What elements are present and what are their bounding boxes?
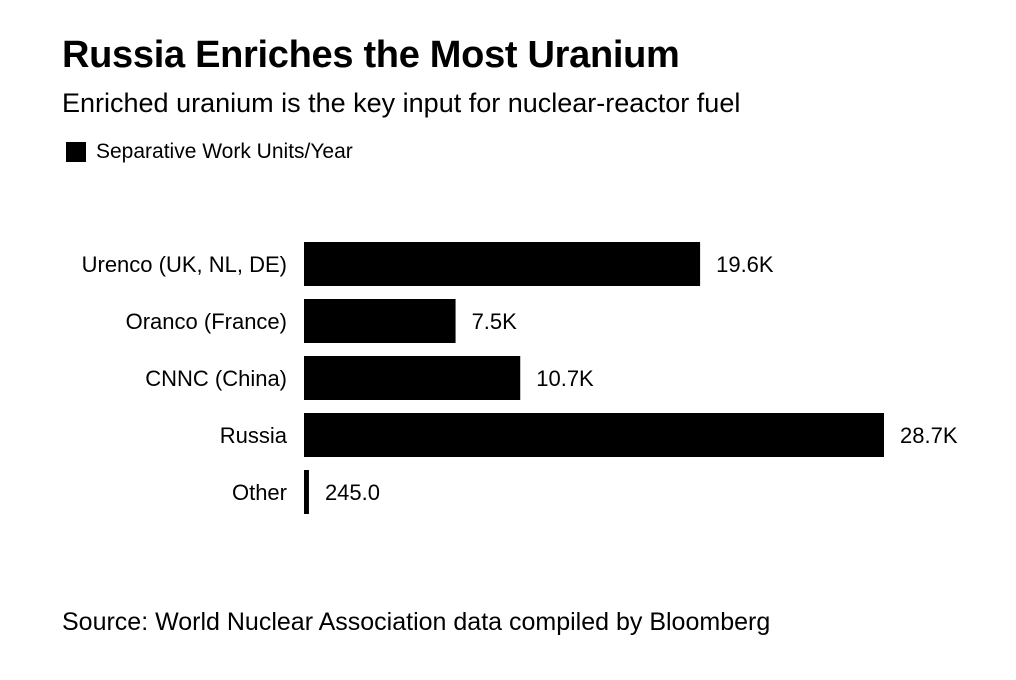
category-label: CNNC (China) (145, 366, 287, 391)
legend-swatch (66, 142, 86, 162)
category-label: Russia (220, 423, 288, 448)
value-label: 245.0 (325, 480, 380, 505)
value-label: 19.6K (716, 252, 774, 277)
category-label: Other (232, 480, 287, 505)
bar (304, 356, 521, 400)
bar (304, 242, 701, 286)
value-label: 28.7K (900, 423, 958, 448)
category-label: Urenco (UK, NL, DE) (82, 252, 287, 277)
bar (304, 413, 884, 457)
bar (304, 470, 309, 514)
legend-label: Separative Work Units/Year (96, 140, 353, 163)
value-label: 7.5K (472, 309, 518, 334)
source-note: Source: World Nuclear Association data c… (62, 608, 771, 636)
value-label: 10.7K (536, 366, 594, 391)
category-label: Oranco (France) (126, 309, 287, 334)
chart-subtitle: Enriched uranium is the key input for nu… (62, 88, 741, 118)
bar (304, 299, 456, 343)
legend: Separative Work Units/Year (66, 140, 353, 164)
chart-title: Russia Enriches the Most Uranium (62, 34, 680, 76)
